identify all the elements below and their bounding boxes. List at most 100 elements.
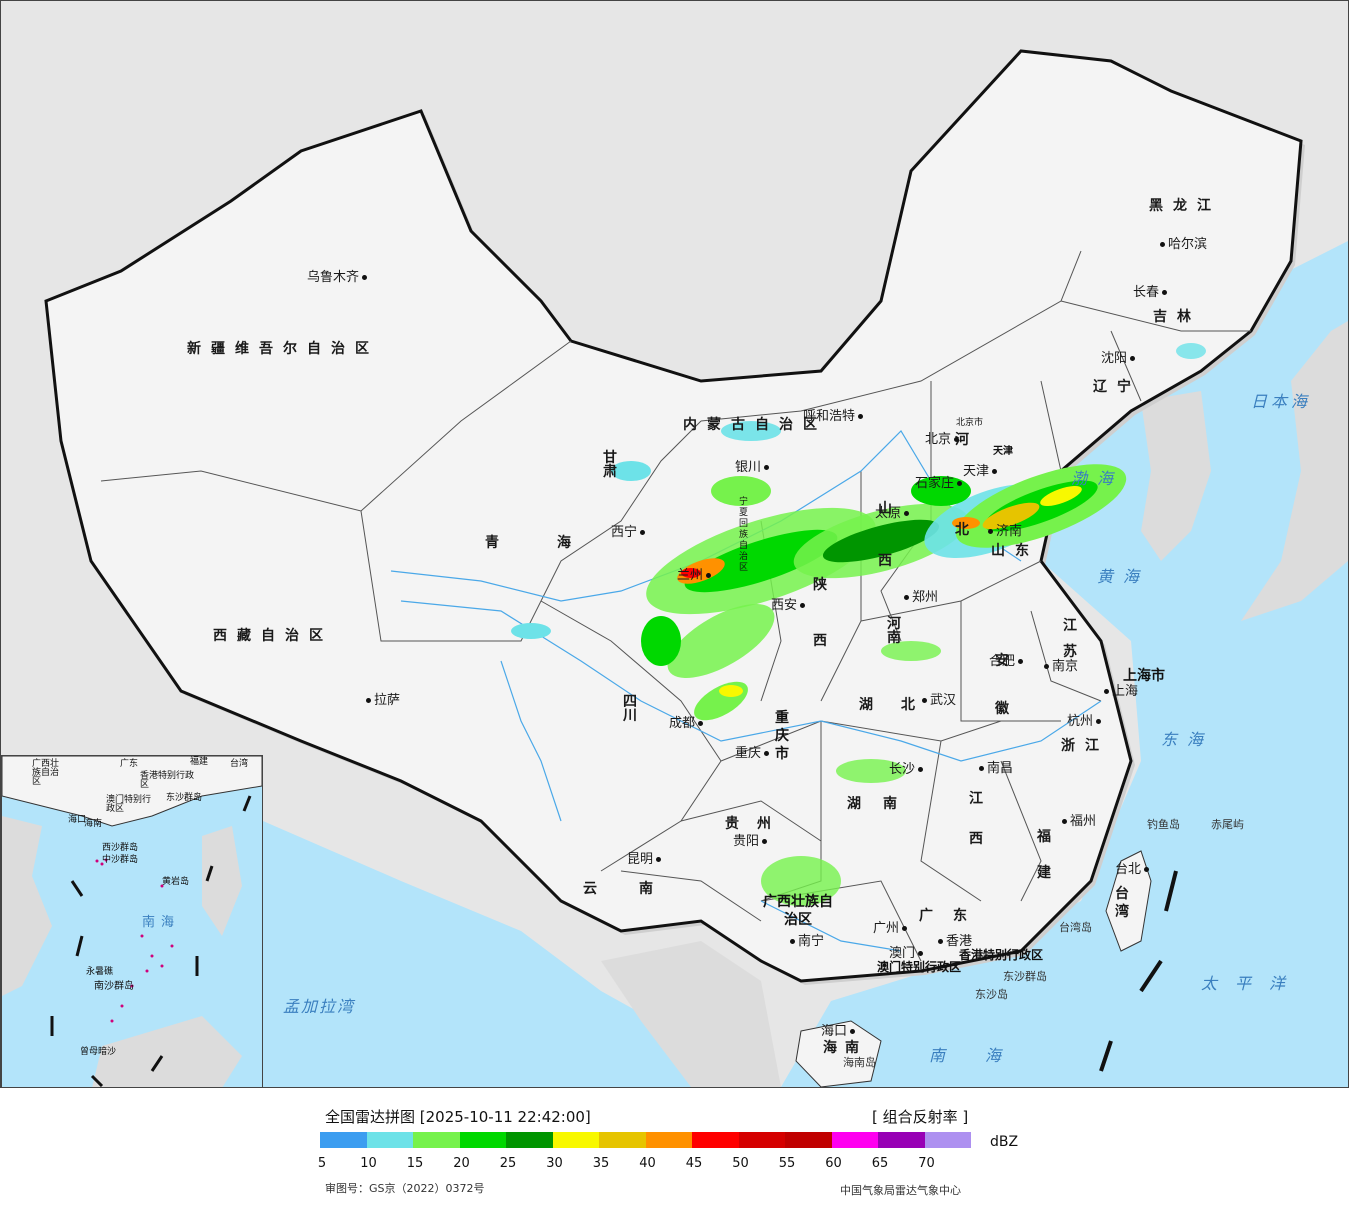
label-xizang: 西藏自治区 [213, 628, 333, 644]
label-taiwan: 台湾 [1115, 886, 1129, 920]
city-taipei: 台北 [1115, 863, 1152, 876]
island-chiwei: 赤尾屿 [1211, 818, 1244, 831]
legend-swatch-10 [785, 1132, 832, 1148]
inset-islands [95, 858, 174, 1023]
taiwan-island [1105, 850, 1152, 952]
city-fuzhou: 福州 [1059, 815, 1096, 828]
legend-swatch-1 [366, 1132, 413, 1148]
sea-nanhai: 南海 [929, 1046, 1042, 1065]
label-fujian: 福建 [1037, 829, 1051, 881]
label-xinjiang: 新疆维吾尔自治区 [187, 341, 379, 357]
island-dongsha: 东沙岛 [975, 988, 1008, 1001]
city-changsha: 长沙 [889, 763, 926, 776]
city-hongkong: 香港 [935, 935, 972, 948]
map-canvas [44, 49, 1348, 1087]
legend-approval-number: 审图号：GS京（2022）0372号 [325, 1182, 485, 1195]
legend-source: 中国气象局雷达气象中心 [840, 1184, 961, 1197]
city-macau: 澳门 [889, 947, 926, 960]
label-hainan: 海南 [823, 1040, 867, 1056]
city-hohhot: 呼和浩特 [803, 410, 866, 423]
legend-tick-label: 25 [499, 1156, 517, 1171]
city-shanghai: 上海 [1101, 685, 1138, 698]
label-shandong: 山东 [991, 543, 1039, 559]
city-hangzhou: 杭州 [1067, 715, 1104, 728]
city-changchun: 长春 [1133, 286, 1170, 299]
label-zhejiang: 浙江 [1061, 738, 1109, 754]
legend-swatch-2 [413, 1132, 460, 1148]
city-zhengzhou: 郑州 [901, 591, 938, 604]
label-hebei: 河北 [955, 432, 969, 538]
city-harbin: 哈尔滨 [1157, 238, 1207, 251]
label-anhui: 安徽 [995, 653, 1009, 717]
legend-tick-label: 35 [592, 1156, 610, 1171]
label-tianjin-region: 天津 [993, 446, 1013, 457]
city-nanning: 南宁 [787, 935, 824, 948]
label-hongkong-sar: 香港特别行政区 [959, 948, 1044, 962]
inset-label-taiwan: 台湾 [230, 759, 249, 769]
legend-tick-label: 5 [317, 1156, 327, 1171]
city-lanzhou: 兰州 [677, 569, 714, 582]
land-korea [1141, 391, 1211, 561]
city-kunming: 昆明 [627, 853, 664, 866]
inset-label-xisha: 西沙群岛 [102, 843, 139, 853]
inset-land-borneo [92, 1016, 242, 1087]
legend-panel: 全国雷达拼图 [2025-10-11 22:42:00] [ 组合反射率 ] d… [0, 1088, 1349, 1208]
label-henan: 河南 [887, 616, 923, 646]
sea-ribenhai: 日本海 [1251, 392, 1312, 411]
city-tianjin: 天津 [963, 465, 1000, 478]
label-yunnan: 云南 [583, 881, 695, 897]
city-lhasa: 拉萨 [363, 694, 400, 707]
inset-label-hainan: 海南 [84, 819, 103, 829]
hainan-island [795, 1020, 882, 1087]
inset-label-fujian: 福建 [190, 757, 209, 767]
inset-label-zhongsha: 中沙群岛 [102, 855, 139, 865]
legend-swatch-0 [320, 1132, 367, 1148]
inset-label-guangdong: 广东 [120, 759, 139, 769]
legend-color-bar [320, 1132, 971, 1148]
city-beijing: 北京 [925, 433, 962, 446]
city-guiyang: 贵阳 [733, 835, 770, 848]
sea-huanghai: 黄海 [1097, 567, 1150, 586]
inset-boundary [50, 795, 252, 1087]
city-jinan: 济南 [985, 525, 1022, 538]
land-indochina [601, 941, 781, 1087]
city-shijiazhuang: 石家庄 [915, 477, 965, 490]
label-jilin: 吉林 [1153, 309, 1201, 325]
label-heilongjiang: 黑龙江 [1149, 198, 1221, 214]
city-chongqing: 重庆 [735, 747, 772, 760]
legend-unit: dBZ [990, 1134, 1019, 1150]
island-diaoyu: 钓鱼岛 [1147, 818, 1180, 831]
legend-swatch-8 [692, 1132, 739, 1148]
label-guangdong: 广东 [919, 908, 987, 924]
sea-bay-of-bengal [263, 821, 701, 1087]
legend-tick-label: 45 [685, 1156, 703, 1171]
legend-swatch-6 [599, 1132, 646, 1148]
legend-tick-label: 20 [453, 1156, 470, 1171]
legend-swatch-7 [645, 1132, 692, 1148]
inset-label-nansha: 南沙群岛 [94, 981, 134, 992]
inset-label-zengmu: 曾母暗沙 [80, 1047, 117, 1057]
label-qinghai: 青海 [485, 535, 629, 551]
label-beijing-city: 北京市 [956, 418, 984, 428]
legend-tick-label: 10 [360, 1156, 377, 1171]
inset-land-philippines [202, 826, 242, 936]
label-jiangxi: 江西 [969, 791, 983, 847]
china-land [44, 49, 1303, 983]
inset-label-yongshu: 永暑礁 [86, 967, 114, 977]
label-shanxi: 山西 [878, 501, 892, 569]
legend-tick-label: 30 [546, 1156, 563, 1171]
land-japan [1241, 321, 1348, 621]
inset-label-guangxi: 广西壮族自治区 [32, 759, 60, 787]
label-guangxi: 广西壮族自治区 [763, 894, 833, 928]
city-xining: 西宁 [611, 526, 648, 539]
south-china-sea-inset: 广西壮族自治区 广东 福建 台湾 香港特别行政区 澳门特别行政区 海南 东沙群岛… [1, 755, 263, 1087]
island-hainan: 海南岛 [843, 1056, 876, 1069]
city-shenyang: 沈阳 [1101, 352, 1138, 365]
sea-bohai: 渤海 [1071, 469, 1124, 488]
label-jiangsu: 江苏 [1063, 618, 1077, 660]
city-urumqi: 乌鲁木齐 [307, 271, 370, 284]
label-sichuan: 四川 [623, 694, 697, 724]
radar-echoes [511, 343, 1206, 906]
city-haikou: 海口 [821, 1025, 858, 1038]
legend-swatch-13 [924, 1132, 971, 1148]
